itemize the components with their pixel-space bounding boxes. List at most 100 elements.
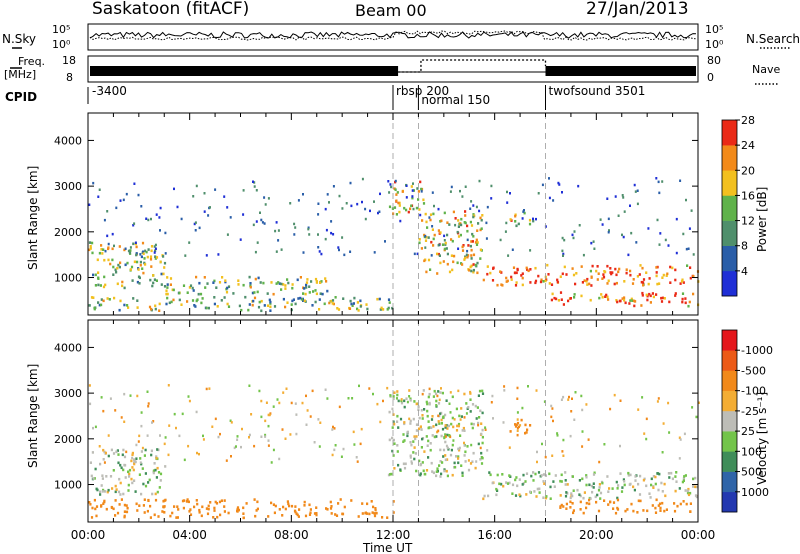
power-sparse-echo [472,204,475,207]
power-echo-cell [641,291,644,295]
power-echo-cell [132,297,135,300]
vel-sparse-echo [276,398,279,401]
vel-sparse-echo [229,419,232,422]
vel-echo-cell [684,489,687,492]
vel-echo-cell [242,512,245,515]
vel-echo-cell [122,468,125,472]
vel-echo-cell [281,514,284,517]
power-echo-cell [623,298,626,302]
power-echo-cell [629,269,632,273]
power-sparse-echo [260,218,263,222]
vel-sparse-echo [484,426,487,429]
vel-echo-cell [143,454,146,457]
power-echo-cell [379,308,382,311]
vel-echo-cell [535,495,538,498]
vel-echo-cell [668,476,671,479]
power-sparse-echo [97,195,100,198]
vel-echo-cell [656,472,659,475]
vel-sparse-echo [211,425,214,428]
vel-echo-cell [149,516,152,519]
power-echo-cell [539,280,543,284]
vel-echo-cell [620,490,624,493]
vel-echo-cell [428,392,431,396]
power-echo-cell [409,207,412,211]
power-echo-cell [101,252,104,255]
power-sparse-echo [214,188,217,191]
vel-echo-cell [564,479,567,482]
power-sparse-echo [226,206,229,209]
power-echo-cell [240,308,243,312]
vel-sparse-echo [120,416,123,419]
vel-echo-cell [442,448,446,452]
vel-echo-cell [480,451,483,455]
power-echo-cell [326,289,329,293]
vel-echo-cell [506,482,510,485]
power-echo-cell [559,291,563,294]
vel-echo-cell [681,480,684,484]
x-tick-label: 16:00 [477,528,512,542]
vel-echo-cell [447,448,450,451]
vel-echo-cell [565,502,568,506]
power-echo-cell [332,302,335,306]
power-sparse-echo [252,180,254,183]
vel-sparse-echo [490,401,493,404]
power-sparse-echo [341,207,344,210]
power-echo-cell [150,265,153,268]
power-echo-cell [166,292,169,296]
vel-echo-cell [114,514,117,517]
vel-echo-cell [339,498,342,501]
power-echo-cell [102,248,105,251]
vel-echo-cell [99,490,102,494]
power-echo-cell [525,266,528,270]
vel-echo-cell [120,498,123,501]
power-echo-cell [412,189,415,192]
vel-sparse-echo [436,394,439,398]
power-echo-cell [129,268,132,271]
vel-echo-cell [612,507,615,510]
vel-sparse-echo [205,387,208,391]
vel-echo-cell [544,474,547,477]
vel-echo-cell [399,468,402,471]
vel-echo-cell [491,481,494,485]
power-sparse-echo [505,221,508,225]
vel-echo-cell [130,459,133,463]
power-echo-cell [121,280,124,284]
power-sparse-echo [320,252,323,256]
power-echo-cell [166,286,169,289]
power-echo-cell [607,298,610,301]
power-echo-cell [499,270,502,273]
vel-sparse-echo [353,443,356,446]
vel-echo-cell [114,490,117,494]
power-sparse-echo [194,221,197,224]
vel-echo-cell [196,502,199,506]
power-sparse-echo [623,210,626,213]
power-echo-cell [595,269,598,273]
power-echo-cell [302,299,305,302]
vel-echo-cell [392,395,395,398]
power-echo-cell [303,287,306,290]
power-sparse-echo [561,191,563,194]
power-echo-cell [443,247,446,251]
power-sparse-echo [369,209,371,213]
power-echo-cell [213,302,216,306]
vel-echo-cell [114,484,117,488]
power-echo-cell [97,276,100,280]
velocity-ylabel: Slant Range [km] [26,364,40,468]
vel-sparse-echo [123,420,126,423]
power-echo-cell [461,249,465,252]
power-echo-cell [475,243,479,246]
power-echo-cell [249,285,252,289]
power-echo-cell [418,238,421,241]
power-sparse-echo [470,200,473,203]
power-sparse-echo [326,193,329,196]
vel-echo-cell [212,516,215,519]
vel-echo-cell [636,511,639,514]
vel-echo-cell [409,454,412,458]
vel-echo-cell [111,487,114,490]
vel-echo-cell [406,434,409,438]
vel-sparse-echo [313,441,316,444]
power-echo-cell [108,298,111,301]
vel-echo-cell [648,492,651,495]
vel-sparse-echo [159,434,161,437]
